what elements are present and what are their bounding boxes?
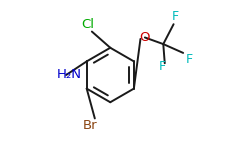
Text: Br: Br (83, 119, 98, 132)
Text: F: F (172, 10, 179, 23)
Text: H₂N: H₂N (56, 69, 82, 81)
Text: F: F (159, 60, 166, 73)
Text: F: F (186, 53, 192, 66)
Text: O: O (140, 31, 150, 44)
Text: Cl: Cl (81, 18, 94, 31)
